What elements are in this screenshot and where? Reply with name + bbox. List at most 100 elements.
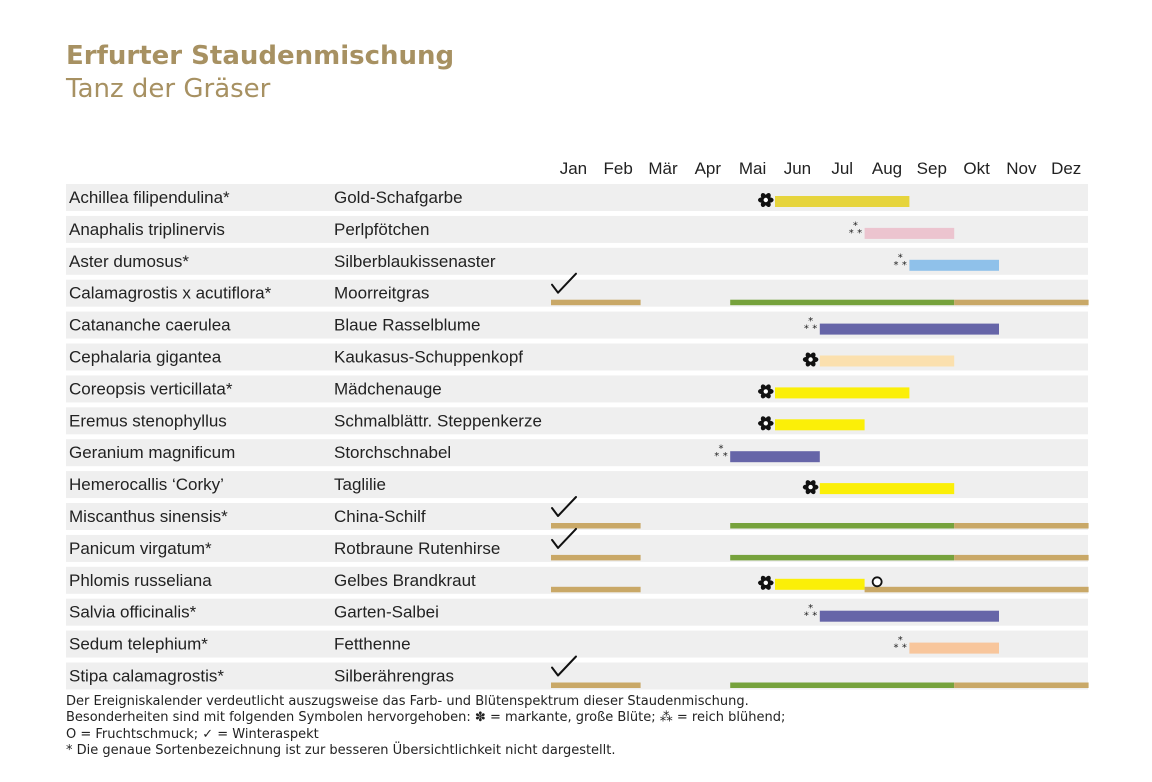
rich-bloom-star: * xyxy=(902,643,907,654)
note-line-footnote: * Die genaue Sortenbezeichnung ist zur b… xyxy=(66,742,616,758)
latin-name: Stipa calamagrostis* xyxy=(69,667,224,686)
big-bloom-icon xyxy=(757,192,774,208)
plant-row: Cephalaria gigantea Kaukasus-Schuppenkopf xyxy=(66,343,1088,371)
german-name: Garten-Salbei xyxy=(334,603,439,622)
latin-name: Miscanthus sinensis* xyxy=(69,507,228,526)
month-label-6: Jun xyxy=(784,159,811,178)
legend-notes: Der Ereigniskalender verdeutlicht auszug… xyxy=(66,694,785,759)
rich-bloom-star: * xyxy=(714,451,719,462)
month-label-11: Nov xyxy=(1006,159,1037,178)
plant-row: Anaphalis triplinervis Perlpfötchen ** * xyxy=(66,215,1088,243)
latin-name: Sedum telephium* xyxy=(69,635,208,654)
plant-row: Stipa calamagrostis* Silberährengras xyxy=(66,655,1089,690)
winter-aspect-check-icon xyxy=(551,496,577,517)
latin-name: Aster dumosus* xyxy=(69,252,189,271)
rich-bloom-icon: ** * xyxy=(849,220,862,239)
german-name: Gold-Schafgarbe xyxy=(334,188,463,207)
row-background xyxy=(66,407,1088,435)
rich-bloom-star: * xyxy=(719,444,724,455)
rich-bloom-star: * xyxy=(894,643,899,654)
latin-name: Cephalaria gigantea xyxy=(69,348,222,367)
rich-bloom-star: * xyxy=(808,603,813,614)
german-name: Blaue Rasselblume xyxy=(334,316,480,335)
plant-row: Hemerocallis ‘Corky’ Taglilie xyxy=(66,471,1088,499)
winter-aspect-check-icon xyxy=(551,655,577,677)
rich-bloom-icon: ** * xyxy=(714,444,727,463)
bloom-bar xyxy=(819,610,999,622)
note-line-symbols-2: O = Fruchtschmuck; ✓ = Winteraspekt xyxy=(66,726,319,742)
plant-rows: Achillea filipendulina* Gold-Schafgarbe An… xyxy=(66,184,1089,690)
season-line xyxy=(954,554,1089,561)
bloom-bar xyxy=(819,323,999,335)
month-label-2: Feb xyxy=(604,159,633,178)
month-label-7: Jul xyxy=(831,159,853,178)
note-line-symbols: Besonderheiten sind mit folgenden Symbol… xyxy=(66,710,786,726)
big-bloom-center xyxy=(808,357,813,362)
rich-bloom-star: * xyxy=(902,260,907,271)
season-line xyxy=(954,523,1089,529)
german-name: Taglilie xyxy=(334,475,386,494)
rich-bloom-star: * xyxy=(804,611,809,622)
season-line xyxy=(551,299,641,306)
chart-subtitle: Tanz der Gräser xyxy=(66,74,271,104)
season-line xyxy=(551,523,641,529)
row-background xyxy=(66,184,1088,211)
rich-bloom-star: * xyxy=(898,252,903,263)
plant-row: Eremus stenophyllus Schmalblättr. Steppen… xyxy=(66,407,1088,435)
season-line xyxy=(551,554,641,561)
plant-row: Sedum telephium* Fetthenne ** * xyxy=(66,630,1088,658)
plant-row: Coreopsis verticillata* Mädchenauge xyxy=(66,375,1088,403)
fruit-ornament-icon xyxy=(871,576,883,588)
german-name: China-Schilf xyxy=(334,507,426,526)
rich-bloom-star: * xyxy=(898,635,903,646)
german-name: Storchschnabel xyxy=(334,443,451,462)
rich-bloom-icon: ** * xyxy=(894,252,907,271)
latin-name: Hemerocallis ‘Corky’ xyxy=(69,475,224,494)
latin-name: Anaphalis triplinervis xyxy=(69,220,225,239)
plant-row: Achillea filipendulina* Gold-Schafgarbe xyxy=(66,184,1088,211)
german-name: Moorreitgras xyxy=(334,284,429,303)
winter-aspect-check-icon xyxy=(551,527,577,549)
bloom-bar xyxy=(909,259,999,271)
latin-name: Geranium magnificum xyxy=(69,443,235,462)
big-bloom-center xyxy=(763,421,768,426)
plant-row: Aster dumosus* Silberblaukissenaster ** * xyxy=(66,247,1088,275)
big-bloom-center xyxy=(763,197,768,203)
german-name: Kaukasus-Schuppenkopf xyxy=(334,348,523,367)
rich-bloom-icon: ** * xyxy=(804,316,817,335)
season-line xyxy=(730,523,955,529)
plant-row: Miscanthus sinensis* China-Schilf xyxy=(66,496,1089,530)
winter-aspect-check-icon xyxy=(551,272,577,294)
latin-name: Achillea filipendulina* xyxy=(69,188,230,207)
season-line xyxy=(730,299,955,306)
bloom-bar xyxy=(819,355,955,367)
bloom-calendar-chart: Jan Feb Mär Apr Mai Jun Jul Aug Sep Okt Nov Dez Ach… xyxy=(66,159,1089,690)
latin-name: Calamagrostis x acutiflora* xyxy=(69,284,272,303)
plant-row: Geranium magnificum Storchschnabel ** * xyxy=(66,439,1088,467)
rich-bloom-star: * xyxy=(853,220,858,231)
bloom-bar xyxy=(730,451,820,463)
german-name: Perlpfötchen xyxy=(334,220,429,239)
rich-bloom-star: * xyxy=(812,324,817,335)
big-bloom-icon xyxy=(802,352,819,367)
plant-row: Salvia officinalis* Garten-Salbei ** * xyxy=(66,598,1088,626)
season-line xyxy=(954,682,1089,688)
month-label-9: Sep xyxy=(917,159,947,178)
big-bloom-icon xyxy=(757,384,774,399)
rich-bloom-star: * xyxy=(894,260,899,271)
latin-name: Catananche caerulea xyxy=(69,316,231,335)
german-name: Gelbes Brandkraut xyxy=(334,571,476,590)
latin-name: Eremus stenophyllus xyxy=(69,411,227,430)
plant-row: Panicum virgatum* Rotbraune Rutenhirse xyxy=(66,527,1089,562)
latin-name: Panicum virgatum* xyxy=(69,539,212,558)
german-name: Schmalblättr. Steppenkerze xyxy=(334,411,542,430)
rich-bloom-icon: ** * xyxy=(804,603,817,622)
plant-row: Catananche caerulea Blaue Rasselblume ** * xyxy=(66,311,1088,339)
german-name: Silberährengras xyxy=(334,667,454,686)
row-background xyxy=(66,439,1088,467)
month-label-8: Aug xyxy=(872,159,902,178)
big-bloom-center xyxy=(763,580,768,585)
latin-name: Phlomis russeliana xyxy=(69,571,212,590)
rich-bloom-star: * xyxy=(849,228,854,239)
rich-bloom-star: * xyxy=(857,228,862,239)
